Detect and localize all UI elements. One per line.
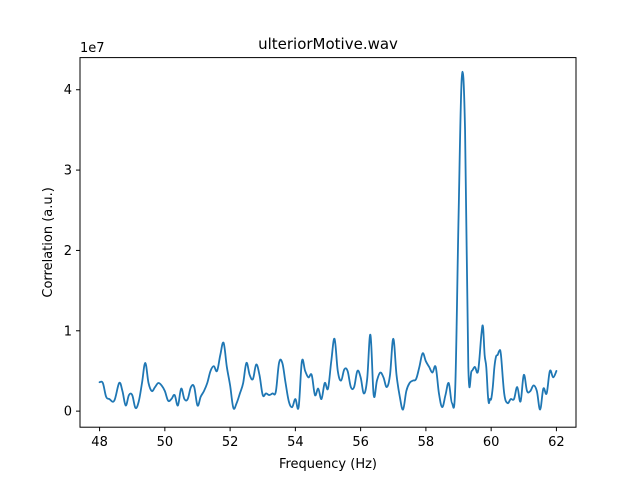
y-tick-label: 1 xyxy=(64,324,72,339)
plot-area-frame xyxy=(79,57,577,428)
x-tick-label: 52 xyxy=(222,435,239,450)
y-axis-ticks: 0 1 2 3 4 xyxy=(64,83,80,420)
x-tick-label: 58 xyxy=(418,435,435,450)
chart-title: ulteriorMotive.wav xyxy=(258,35,398,53)
y-tick-label: 0 xyxy=(64,405,72,420)
x-axis-label: Frequency (Hz) xyxy=(279,457,377,472)
data-series-line xyxy=(98,71,558,411)
y-offset-label: 1e7 xyxy=(80,41,105,56)
y-axis-label: Correlation (a.u.) xyxy=(41,187,56,297)
x-tick-label: 62 xyxy=(548,435,565,450)
y-tick-label: 3 xyxy=(64,164,72,179)
x-tick-label: 50 xyxy=(157,435,174,450)
x-axis-ticks: 48 50 52 54 56 58 60 62 xyxy=(91,427,565,450)
y-tick-label: 2 xyxy=(64,244,72,259)
x-tick-label: 60 xyxy=(483,435,500,450)
x-tick-label: 54 xyxy=(287,435,304,450)
y-tick-label: 4 xyxy=(64,83,72,98)
x-tick-label: 56 xyxy=(352,435,369,450)
x-tick-label: 48 xyxy=(91,435,108,450)
